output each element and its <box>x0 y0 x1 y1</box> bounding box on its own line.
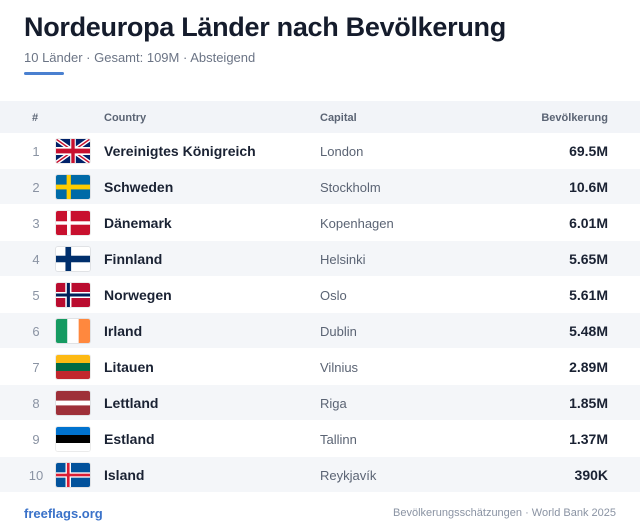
column-header-rank[interactable]: # <box>32 112 39 124</box>
column-header-capital[interactable]: Capital <box>320 112 357 124</box>
row-population: 2.89M <box>569 359 608 375</box>
row-population: 1.37M <box>569 431 608 447</box>
row-population: 69.5M <box>569 143 608 159</box>
row-country: Lettland <box>104 395 159 411</box>
row-country: Island <box>104 467 145 483</box>
row-rank: 3 <box>32 216 40 231</box>
table-row[interactable]: 7 Litauen Vilnius 2.89M <box>0 349 640 385</box>
finland-flag-icon <box>56 247 90 271</box>
row-population: 6.01M <box>569 215 608 231</box>
row-country: Schweden <box>104 179 174 195</box>
table-row[interactable]: 3 Dänemark Kopenhagen 6.01M <box>0 205 640 241</box>
row-capital: London <box>320 144 364 159</box>
row-capital: Reykjavík <box>320 468 377 483</box>
latvia-flag-icon <box>56 391 90 415</box>
row-country: Norwegen <box>104 287 172 303</box>
table-row[interactable]: 6 Irland Dublin 5.48M <box>0 313 640 349</box>
row-capital: Dublin <box>320 324 357 339</box>
row-rank: 10 <box>28 468 44 483</box>
row-rank: 8 <box>32 396 40 411</box>
table-row[interactable]: 9 Estland Tallinn 1.37M <box>0 421 640 457</box>
row-country: Litauen <box>104 359 154 375</box>
iceland-flag-icon <box>56 463 90 487</box>
table-header: # Country Capital Bevölkerung <box>0 101 640 133</box>
column-header-country[interactable]: Country <box>104 112 147 124</box>
row-country: Estland <box>104 431 155 447</box>
table-row[interactable]: 10 Island Reykjavík 390K <box>0 457 640 493</box>
table-row[interactable]: 1 Vereinigtes Königreich London 69.5M <box>0 133 640 169</box>
table-row[interactable]: 2 Schweden Stockholm 10.6M <box>0 169 640 205</box>
norway-flag-icon <box>56 283 90 307</box>
row-capital: Stockholm <box>320 180 381 195</box>
title-accent-bar <box>24 72 64 75</box>
row-capital: Oslo <box>320 288 347 303</box>
row-country: Finnland <box>104 251 163 267</box>
row-capital: Kopenhagen <box>320 216 394 231</box>
row-rank: 4 <box>32 252 40 267</box>
row-population: 5.48M <box>569 323 608 339</box>
row-country: Irland <box>104 323 143 339</box>
uk-flag-icon <box>56 139 90 163</box>
row-rank: 6 <box>32 324 40 339</box>
ireland-flag-icon <box>56 319 90 343</box>
row-rank: 1 <box>32 144 40 159</box>
row-population: 5.65M <box>569 251 608 267</box>
row-population: 1.85M <box>569 395 608 411</box>
page-subtitle: 10 Länder · Gesamt: 109M · Absteigend <box>24 50 256 65</box>
row-population: 390K <box>574 467 608 483</box>
row-country: Dänemark <box>104 215 172 231</box>
row-country: Vereinigtes Königreich <box>104 143 256 159</box>
row-rank: 7 <box>32 360 40 375</box>
estonia-flag-icon <box>56 427 90 451</box>
row-rank: 2 <box>32 180 40 195</box>
table-row[interactable]: 8 Lettland Riga 1.85M <box>0 385 640 421</box>
brand-link[interactable]: freeflags.org <box>24 506 103 521</box>
row-capital: Vilnius <box>320 360 359 375</box>
denmark-flag-icon <box>56 211 90 235</box>
table-row[interactable]: 5 Norwegen Oslo 5.61M <box>0 277 640 313</box>
row-capital: Helsinki <box>320 252 366 267</box>
row-rank: 5 <box>32 288 40 303</box>
row-capital: Riga <box>320 396 347 411</box>
source-note: Bevölkerungsschätzungen · World Bank 202… <box>393 507 616 519</box>
sweden-flag-icon <box>56 175 90 199</box>
lithuania-flag-icon <box>56 355 90 379</box>
row-rank: 9 <box>32 432 40 447</box>
population-table: # Country Capital Bevölkerung 1 Vereinig… <box>0 101 640 493</box>
column-header-population[interactable]: Bevölkerung <box>541 112 608 124</box>
row-population: 10.6M <box>569 179 608 195</box>
row-capital: Tallinn <box>320 432 357 447</box>
row-population: 5.61M <box>569 287 608 303</box>
table-row[interactable]: 4 Finnland Helsinki 5.65M <box>0 241 640 277</box>
page-title: Nordeuropa Länder nach Bevölkerung <box>24 12 506 42</box>
